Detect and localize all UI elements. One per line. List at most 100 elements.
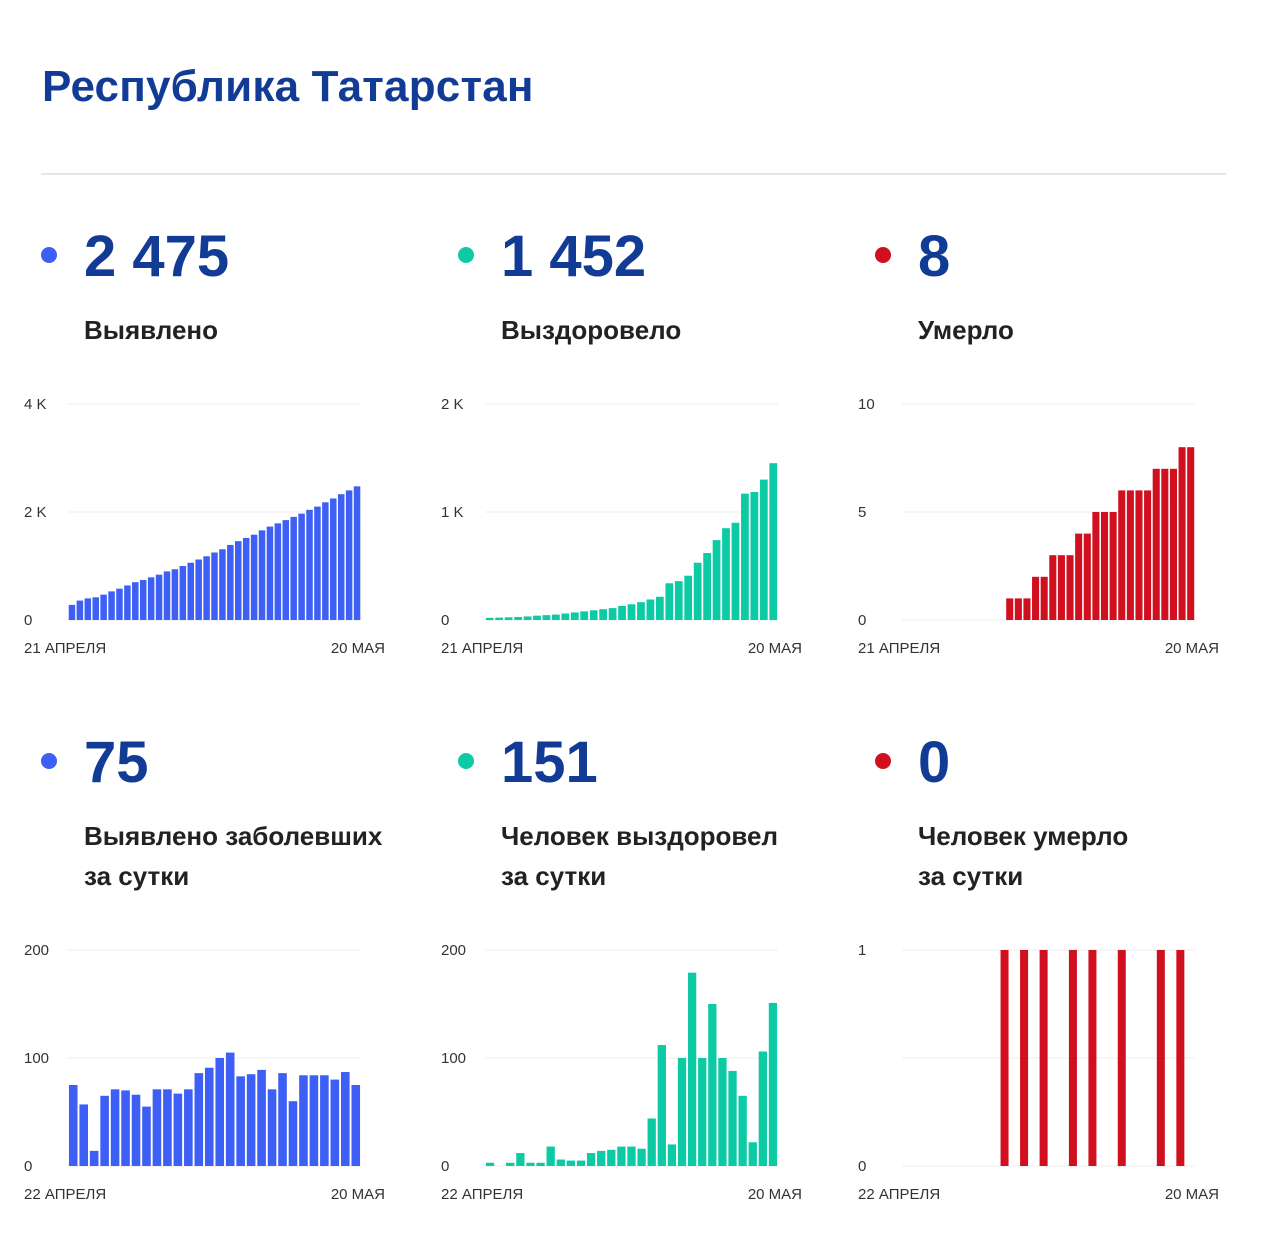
bar: [665, 583, 674, 620]
bar: [131, 1094, 141, 1166]
y-tick-label: 5: [858, 504, 866, 521]
status-dot: [458, 247, 474, 263]
status-dot: [875, 753, 891, 769]
bar: [337, 494, 345, 620]
stat-value: 151: [501, 730, 598, 795]
stat-label: Выздоровело: [501, 310, 681, 350]
x-tick-label-start: 22 АПРЕЛЯ: [24, 1186, 106, 1203]
bar: [152, 1089, 162, 1166]
bar: [618, 605, 626, 620]
bar: [163, 1089, 172, 1166]
bar: [506, 1162, 515, 1166]
bar: [236, 1076, 245, 1166]
bar: [728, 1070, 737, 1166]
bar: [204, 1067, 214, 1166]
bar: [758, 1051, 767, 1166]
bar: [722, 528, 730, 620]
bar-chart: 2 K 1 K 0 21 АПРЕЛЯ 20 МАЯ: [441, 396, 802, 657]
bar: [617, 1146, 626, 1166]
bar: [1000, 950, 1009, 1166]
x-tick-label-start: 21 АПРЕЛЯ: [24, 640, 106, 657]
stat-label-line2: за сутки: [918, 861, 1024, 891]
bar: [657, 1045, 666, 1166]
bar: [282, 520, 290, 620]
bar: [1144, 490, 1152, 620]
x-tick-label-end: 20 МАЯ: [1165, 1186, 1219, 1203]
bar: [637, 1148, 646, 1166]
bar: [195, 559, 202, 620]
bar: [147, 577, 155, 620]
bar: [278, 1073, 287, 1166]
y-tick-label: 0: [858, 1158, 866, 1175]
bar: [330, 1079, 340, 1166]
bar: [608, 608, 617, 620]
stat-label: Выявлено: [84, 310, 218, 350]
bar: [124, 585, 131, 620]
stat-value: 8: [918, 224, 951, 289]
bar: [298, 513, 305, 620]
bar: [769, 463, 778, 620]
bar: [1109, 512, 1117, 620]
bar: [712, 540, 721, 620]
y-tick-label: 0: [441, 612, 449, 629]
bar: [1117, 950, 1126, 1166]
bar: [139, 580, 147, 620]
bar: [274, 523, 282, 620]
bar: [646, 599, 655, 620]
bar: [516, 1153, 525, 1166]
stat-label: Выявлено заболевших за сутки: [84, 816, 382, 896]
bar: [748, 1142, 757, 1166]
bar: [320, 1075, 329, 1166]
bar: [92, 597, 99, 620]
bar: [546, 1146, 555, 1166]
bar: [580, 611, 589, 620]
bar: [684, 575, 693, 620]
bar: [647, 1118, 656, 1166]
bar: [1126, 490, 1134, 620]
bar: [215, 1058, 225, 1166]
bar: [1006, 598, 1014, 620]
status-dot: [458, 753, 474, 769]
bar: [1169, 468, 1177, 620]
stat-label: Человек выздоровел за сутки: [501, 816, 778, 896]
bar: [1100, 512, 1109, 620]
x-tick-label-end: 20 МАЯ: [331, 640, 385, 657]
bar: [561, 613, 570, 620]
bar: [504, 617, 513, 620]
bar: [1092, 512, 1100, 620]
bar: [76, 600, 84, 620]
bar: [194, 1073, 204, 1166]
stat-label-line2: за сутки: [84, 861, 190, 891]
x-tick-label-end: 20 МАЯ: [331, 1186, 385, 1203]
bar: [290, 516, 297, 620]
stat-label-line1: Умерло: [918, 315, 1014, 345]
stat-value: 75: [84, 730, 149, 795]
bar: [768, 1002, 778, 1166]
y-tick-label: 200: [441, 942, 466, 959]
title-divider: [41, 173, 1226, 175]
bar: [1161, 468, 1169, 620]
bar: [1152, 468, 1160, 620]
bar: [203, 556, 210, 620]
bar: [121, 1090, 130, 1166]
bar: [1176, 950, 1185, 1166]
stat-value: 0: [918, 730, 951, 795]
bar: [1057, 555, 1065, 620]
bar: [526, 1162, 535, 1166]
bar: [1187, 447, 1195, 620]
stat-label-line1: Выявлено: [84, 315, 219, 345]
y-tick-label: 100: [441, 1050, 466, 1067]
bar: [731, 522, 740, 620]
bar: [341, 1072, 350, 1166]
bar: [235, 541, 242, 620]
x-tick-label-start: 21 АПРЕЛЯ: [441, 640, 523, 657]
y-tick-label: 0: [24, 612, 32, 629]
bar: [163, 571, 171, 620]
bar: [116, 588, 123, 620]
bar: [703, 553, 711, 620]
bar: [227, 544, 234, 620]
bar: [589, 610, 598, 620]
bar: [1118, 490, 1126, 620]
stat-label: Человек умерло за сутки: [918, 816, 1128, 896]
y-tick-label: 2 K: [441, 396, 464, 413]
